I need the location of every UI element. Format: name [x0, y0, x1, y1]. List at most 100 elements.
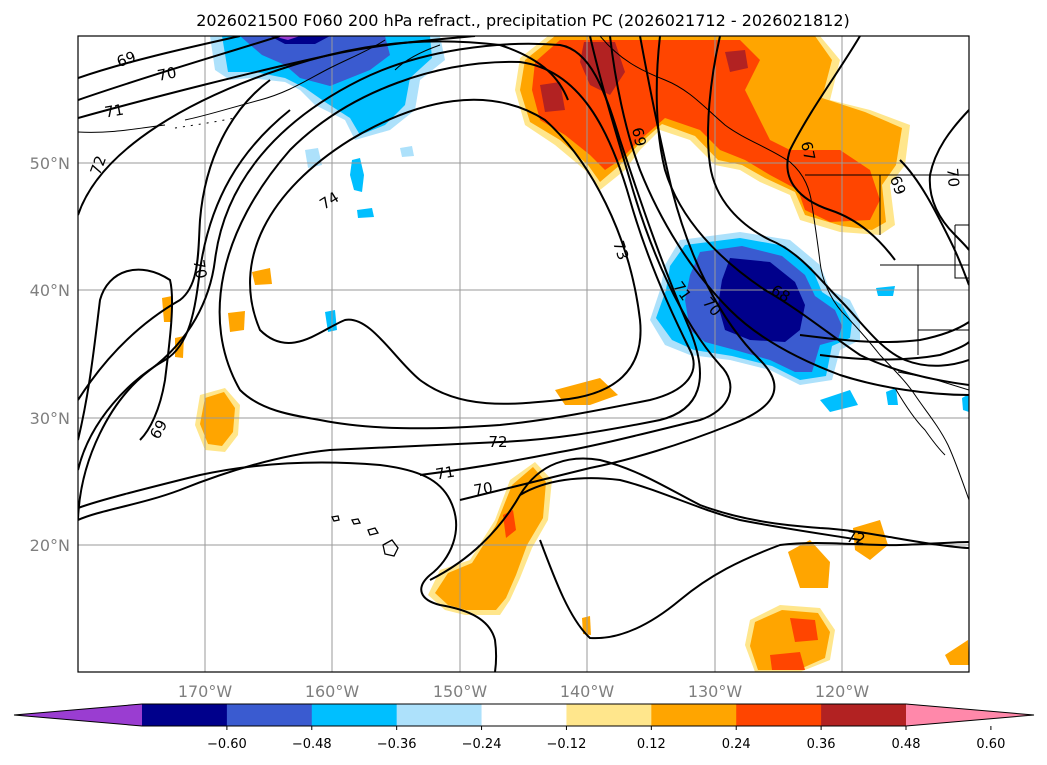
colorbar-segment: [821, 704, 907, 726]
colorbar-tick-label: 0.36: [807, 737, 836, 752]
neg-spot-4: [400, 146, 414, 157]
pos-region-ne-dark3: [540, 82, 565, 112]
neg-spot-coast3: [876, 286, 895, 296]
pos-region-ne-dark1: [580, 42, 625, 95]
contour-72-nw: [78, 40, 569, 216]
neg-spot-coast1: [820, 390, 858, 412]
contour-71-mid: [78, 36, 732, 476]
lon-label-140w: 140°W: [560, 682, 615, 701]
colorbar: −0.60 −0.48 −0.36 −0.24 −0.12 0.12 0.24 0.36 0.4…: [13, 703, 1035, 752]
pos-spot-w5: [252, 268, 272, 285]
lon-label-130w: 130°W: [688, 682, 743, 701]
hawaii-big-island: [382, 539, 399, 557]
colorbar-tick-label: 0.12: [637, 737, 666, 752]
clabel-70-s: 70: [472, 479, 494, 500]
contour-67-ne: [707, 36, 969, 367]
colorbar-segment: [736, 704, 822, 726]
neg-spot-1: [350, 158, 364, 192]
bc-coast: [599, 36, 813, 206]
pos-region-se3: [853, 520, 888, 560]
oahu: [351, 518, 361, 525]
lat-label-30n: 30°N: [30, 409, 70, 428]
maui: [367, 527, 380, 536]
state-borders: [879, 175, 969, 355]
colorbar-tick-label: −0.48: [292, 737, 332, 752]
contours: [78, 36, 969, 672]
gridlines: [78, 36, 969, 672]
colorbar-segment: [226, 704, 313, 726]
neg-spot-coast2: [962, 394, 969, 412]
pos-region-se2: [788, 540, 830, 588]
colorbar-segment: [566, 704, 652, 726]
clabel-67: 67: [797, 140, 819, 162]
contour-72-south2: [519, 477, 861, 541]
neg-spot-coast4: [886, 388, 898, 405]
clabel-72-mid: 72: [488, 433, 507, 451]
contour-69-e: [786, 36, 969, 286]
contour-70-e: [928, 109, 969, 251]
pos-region-se1-red: [790, 618, 818, 642]
contour-70-south: [78, 461, 498, 672]
pos-region-ne-dark2: [725, 50, 748, 72]
clabel-72-se: 72: [845, 528, 867, 549]
hawaiian-islands: [331, 515, 399, 557]
contour-e-lines: [799, 321, 969, 361]
colorbar-tick-label: 0.60: [976, 737, 1005, 752]
contour-68-ne: [655, 36, 969, 386]
neg-region-aleutians-inner: [240, 36, 390, 86]
contour-69-nw: [78, 36, 241, 79]
clabel-70-w: 70: [189, 258, 210, 280]
baja: [894, 387, 946, 456]
map-panel: 69 70 71 72 74 70 69 73 71 70 69 67 69 7…: [77, 35, 970, 673]
contour-69-ne: [609, 36, 969, 396]
colorbar-tick-label: −0.36: [377, 737, 417, 752]
pos-region-hawaii-core: [435, 467, 546, 610]
colorbar-tick-label: 0.24: [722, 737, 751, 752]
shading-layer: [162, 36, 969, 672]
lon-label-120w: 120°W: [815, 682, 870, 701]
kauai: [331, 515, 340, 522]
lon-label-170w: 170°W: [178, 682, 233, 701]
longitude-labels: 170°W 160°W 150°W 140°W 130°W 120°W: [178, 682, 870, 701]
pos-region-ne-red: [532, 40, 880, 222]
pos-region-se1-red2: [770, 652, 805, 670]
colorbar-tick-label: 0.48: [892, 737, 921, 752]
map-title: 2026021500 F060 200 hPa refract., precip…: [196, 11, 850, 30]
colorbar-segment: [481, 704, 567, 726]
neg-spot-2: [357, 208, 374, 218]
lon-label-150w: 150°W: [433, 682, 488, 701]
lat-label-20n: 20°N: [30, 536, 70, 555]
contour-70-mid: [78, 36, 776, 501]
clabel-69-ne: 69: [628, 126, 650, 148]
colorbar-tick-label: −0.24: [462, 737, 502, 752]
colorbar-outline: [13, 703, 1035, 727]
clabel-70-far-e: 70: [943, 167, 963, 188]
clabel-70-nw: 70: [156, 63, 178, 85]
pos-region-se4: [945, 640, 969, 665]
neg-spot-3: [325, 310, 337, 332]
clabel-72-nw: 72: [87, 153, 110, 177]
pos-spot-w1-core: [200, 392, 235, 446]
lat-label-50n: 50°N: [30, 154, 70, 173]
contour-71-south: [429, 457, 969, 581]
neg-region-east-core: [718, 258, 805, 342]
map-frame: [77, 35, 970, 673]
contour-72-south: [539, 539, 969, 640]
colorbar-segment: [651, 704, 737, 726]
colorbar-segment: [142, 704, 228, 726]
contour-70-nw: [78, 36, 281, 101]
latitude-labels: 50°N 40°N 30°N 20°N: [30, 154, 70, 555]
colorbar-segment: [311, 704, 398, 726]
contour-72-mid: [78, 42, 701, 522]
contour-73: [218, 60, 695, 430]
clabel-69-e: 69: [886, 173, 909, 197]
coastlines: [78, 36, 969, 501]
colorbar-extend-low: [14, 704, 142, 726]
west-coast-us: [811, 204, 969, 501]
colorbar-extend-high: [906, 704, 1034, 726]
colorbar-tick-label: −0.60: [207, 737, 247, 752]
contour-74-inner: [249, 98, 642, 405]
colorbar-tick-label: −0.12: [547, 737, 587, 752]
clabel-69-nw: 69: [114, 48, 138, 71]
